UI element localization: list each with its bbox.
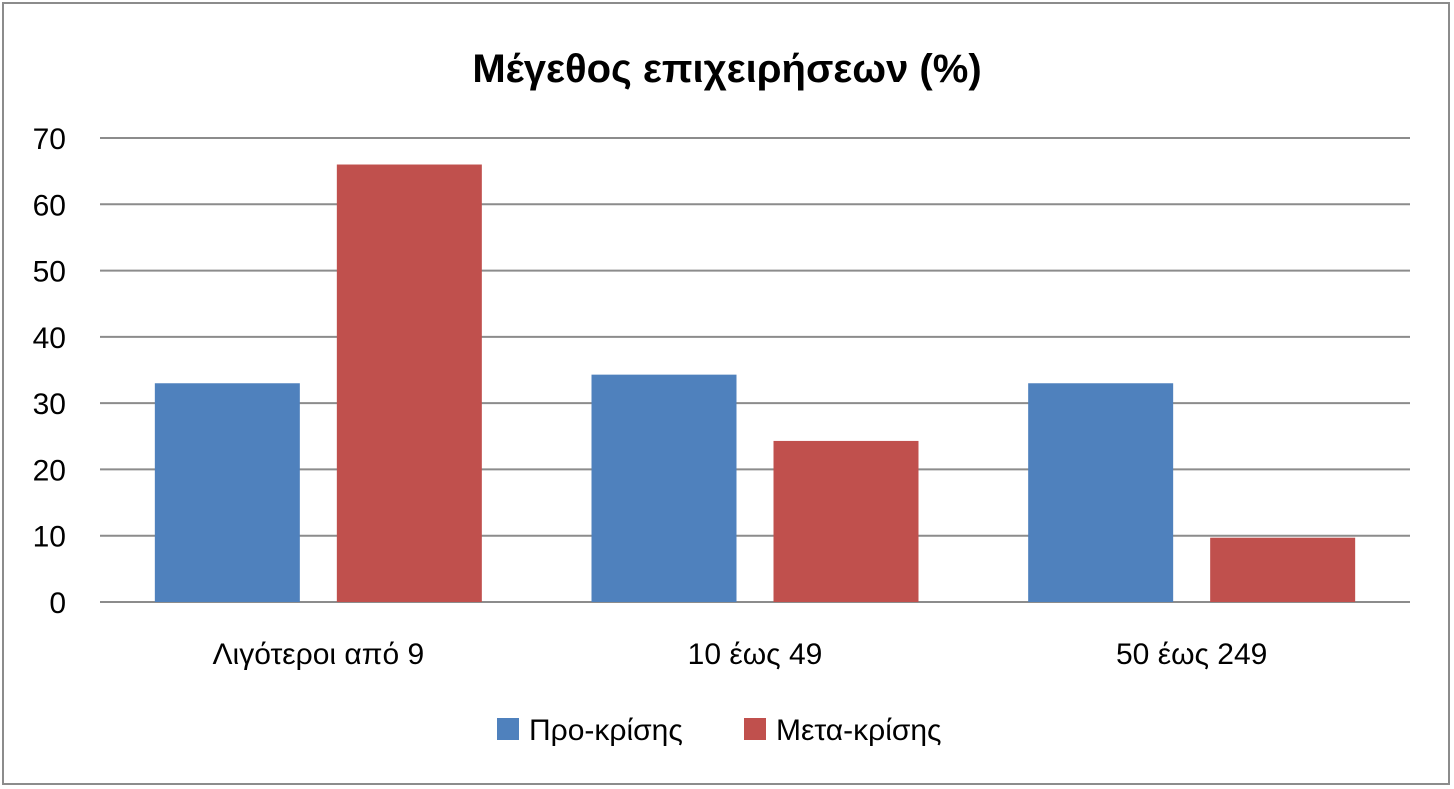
- bar: [1210, 537, 1356, 602]
- y-tick-label: 30: [33, 388, 66, 421]
- y-tick-label: 50: [33, 256, 66, 289]
- x-category-label: 50 έως 249: [1116, 638, 1267, 671]
- y-tick-label: 60: [33, 189, 66, 222]
- y-tick-label: 40: [33, 322, 66, 355]
- bar: [336, 164, 482, 602]
- y-tick-label: 70: [33, 123, 66, 156]
- gridlines: [100, 137, 1410, 603]
- chart-title: Μέγεθος επιχειρήσεων (%): [472, 47, 981, 91]
- bar: [1028, 383, 1174, 602]
- legend-swatch: [497, 718, 519, 740]
- legend: Προ-κρίσης Μετα-κρίσης: [497, 714, 942, 747]
- x-axis-categories: Λιγότεροι από 9 10 έως 49 50 έως 249: [212, 638, 1267, 671]
- y-tick-label: 10: [33, 521, 66, 554]
- x-category-label: Λιγότεροι από 9: [212, 638, 424, 671]
- legend-swatch: [744, 718, 766, 740]
- legend-label: Προ-κρίσης: [529, 714, 683, 747]
- bar: [773, 440, 919, 602]
- bar: [591, 374, 737, 602]
- y-axis-ticks: 0 10 20 30 40 50 60 70: [33, 123, 66, 620]
- y-tick-label: 0: [49, 587, 66, 620]
- bars: [154, 164, 1356, 602]
- y-tick-label: 20: [33, 454, 66, 487]
- bar: [154, 383, 300, 602]
- legend-label: Μετα-κρίσης: [776, 714, 942, 747]
- x-category-label: 10 έως 49: [688, 638, 823, 671]
